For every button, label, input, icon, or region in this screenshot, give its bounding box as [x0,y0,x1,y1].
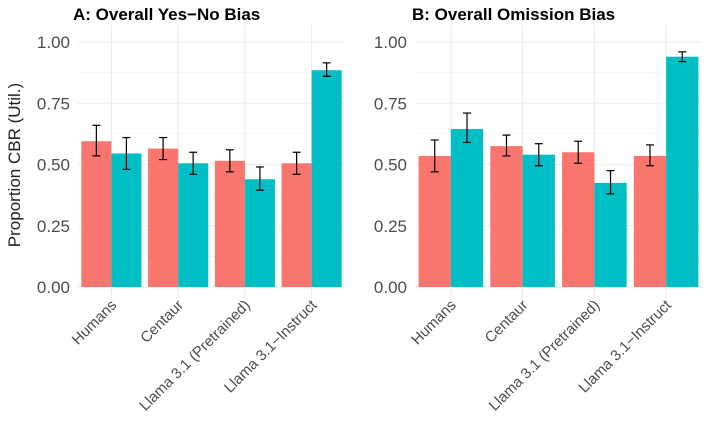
error-bar [292,151,301,175]
bar-series-1 [490,146,523,287]
panel-a: A: Overall Yes−No Bias 0.00 0.25 0.50 0.75 1.… [37,5,345,414]
y-tick-label: 0.75 [37,94,70,113]
y-tick-label: 0.25 [374,217,407,236]
bar-series-2 [244,179,275,287]
error-bar [430,139,439,173]
y-axis-label: Proportion CBR (Util.) [5,83,24,247]
error-bar [322,62,331,77]
panel-title: A: Overall Yes−No Bias [73,5,260,24]
bar-series-2 [450,128,484,287]
y-tick-label: 0.00 [374,278,407,297]
y-tick-label: 0.75 [374,94,407,113]
y-tick-label: 1.00 [374,33,407,52]
error-bar [606,170,615,195]
panel-title: B: Overall Omission Bias [412,5,615,24]
error-bar [678,51,687,63]
x-tick-label: Llama 3.1 (Pretrained) [136,297,254,415]
bar-series-1 [214,160,245,287]
y-tick-label: 0.25 [37,217,70,236]
x-tick-label: Humans [408,297,460,349]
error-bar [502,134,511,157]
bar-series-2 [666,56,699,288]
error-bar [574,140,583,164]
bar-series-2 [311,70,342,287]
x-tick-label: Humans [69,297,121,349]
bar-series-1 [148,148,179,287]
x-tick-label: Centaur [137,297,187,347]
error-bar [534,143,543,167]
bar-series-2 [111,153,142,287]
bar-series-1 [562,152,595,287]
error-bar [92,124,101,157]
error-bar [255,166,264,191]
error-bar [122,136,131,170]
panel-b: B: Overall Omission Bias 0.00 0.25 0.50 0.75… [374,5,702,414]
bar-series-2 [178,163,209,287]
error-bar [159,136,168,161]
bar-series-1 [281,163,312,287]
x-tick-label: Centaur [482,297,532,347]
y-tick-label: 0.50 [37,156,70,175]
bar-series-1 [81,141,112,287]
error-bar [189,151,198,175]
y-tick-label: 1.00 [37,33,70,52]
y-tick-label: 0.00 [37,278,70,297]
bar-series-2 [594,182,627,287]
y-tick-label: 0.50 [374,156,407,175]
bar-series-1 [633,155,667,287]
error-bar [645,144,654,167]
bar-series-2 [522,154,555,287]
error-bar [225,149,234,173]
bar-series-1 [418,155,451,287]
error-bar [463,112,472,144]
